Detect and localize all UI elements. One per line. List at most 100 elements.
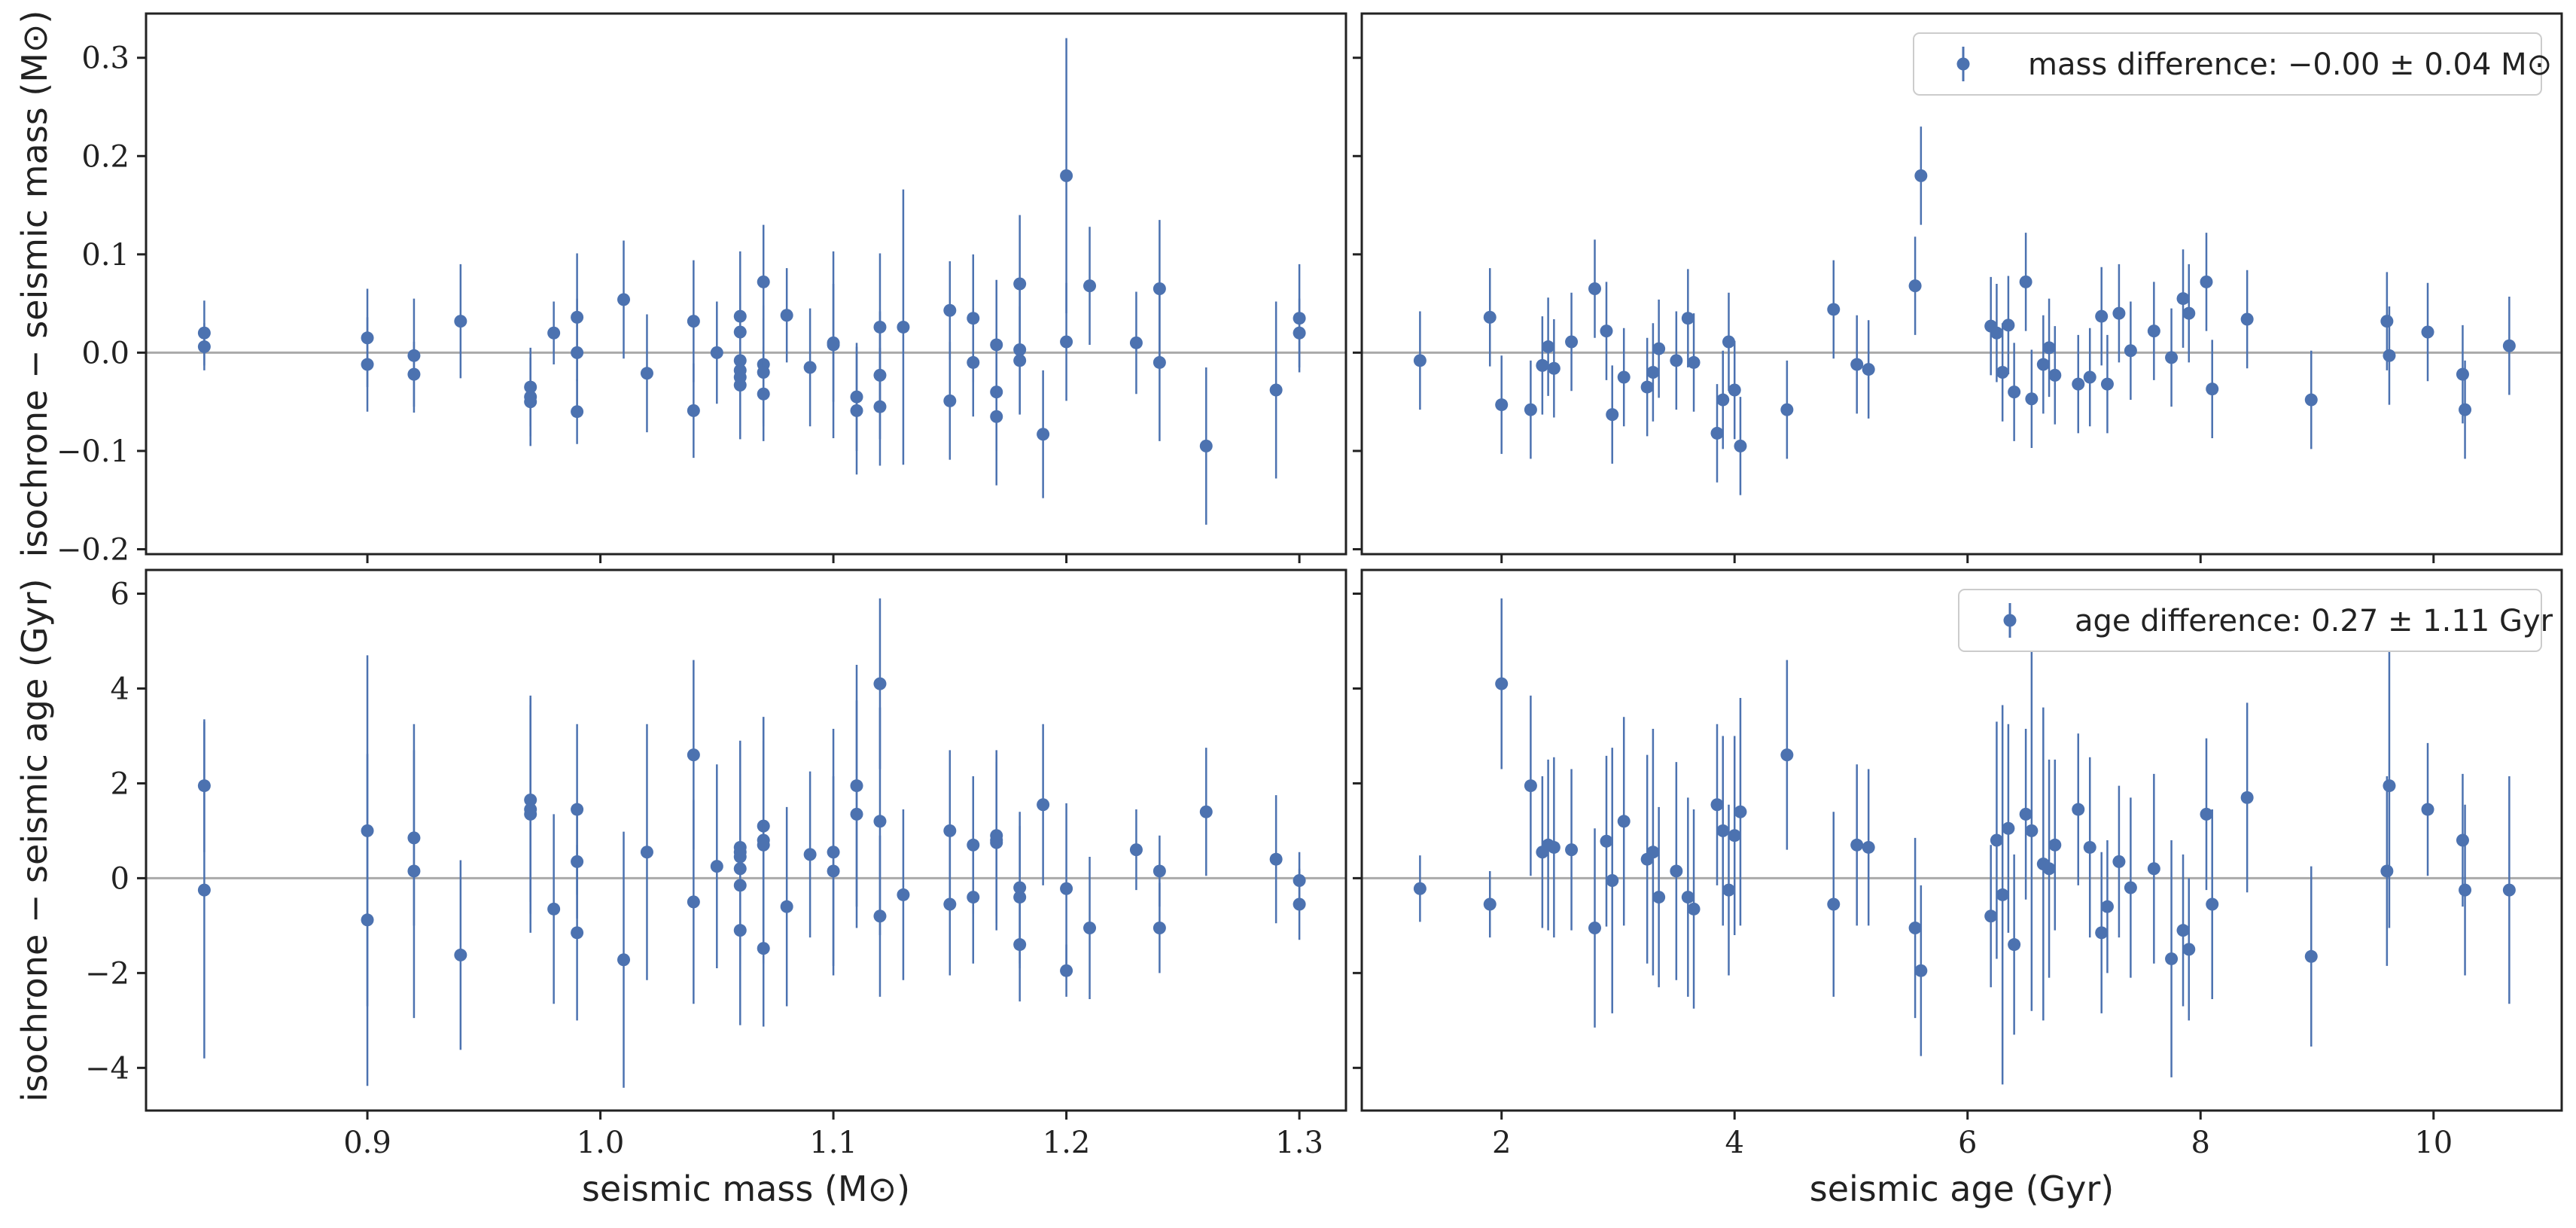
data-point (1681, 891, 1694, 904)
x-tick-label: 1.1 (809, 1126, 857, 1160)
data-point (850, 404, 863, 417)
y-tick-label: 0.0 (81, 336, 129, 370)
data-point (1850, 838, 1864, 852)
data-point (2124, 881, 2137, 894)
data-point (1495, 398, 1509, 412)
data-point (2095, 309, 2109, 323)
legend-bottom-label: age difference: 0.27 ± 1.11 Gyr (2075, 604, 2553, 638)
data-point (897, 888, 910, 901)
data-point (780, 900, 793, 913)
data-point (1129, 336, 1143, 349)
data-point (2042, 341, 2056, 355)
data-point (2459, 883, 2472, 897)
data-point (1013, 938, 1027, 952)
data-point (617, 293, 631, 306)
data-point (524, 395, 537, 409)
x-tick-label: 0.9 (343, 1126, 391, 1160)
data-point (1413, 882, 1427, 895)
data-point (757, 387, 770, 401)
data-point (2083, 370, 2096, 384)
data-point (2502, 339, 2516, 352)
data-point (2112, 855, 2126, 868)
data-point (1060, 335, 1073, 349)
data-point (2456, 367, 2469, 381)
data-point (2502, 883, 2516, 897)
data-point (1600, 325, 1613, 338)
data-point (1687, 902, 1701, 916)
data-point (1606, 874, 1619, 888)
legend-top-label: mass difference: −0.00 ± 0.04 M⊙ (2028, 47, 2552, 82)
data-point (1060, 169, 1073, 182)
x-tick-label: 10 (2414, 1126, 2453, 1160)
data-point (1990, 326, 2003, 340)
data-point (1984, 910, 1998, 923)
data-point (1547, 361, 1561, 375)
data-point (757, 275, 770, 288)
data-point (1996, 365, 2009, 379)
data-point (2206, 382, 2219, 396)
data-point (1565, 843, 1579, 857)
legend-top: mass difference: −0.00 ± 0.04 M⊙ (1913, 32, 2552, 96)
data-point (757, 833, 770, 847)
data-point (687, 404, 700, 417)
data-point (1640, 380, 1654, 394)
data-point (2304, 393, 2318, 407)
data-point (2182, 306, 2196, 320)
data-point (1495, 677, 1509, 690)
data-point (1153, 864, 1166, 878)
legend-top-marker (1956, 57, 1970, 71)
data-point (733, 850, 747, 864)
x-tick-label: 1.3 (1275, 1126, 1323, 1160)
data-point (1687, 355, 1701, 369)
data-point (2421, 325, 2434, 339)
data-point (943, 303, 957, 317)
data-point (1716, 393, 1730, 407)
data-point (687, 895, 700, 909)
data-point (687, 748, 700, 762)
data-point (2019, 275, 2032, 288)
data-point (1728, 829, 1741, 843)
data-point (1060, 882, 1073, 895)
data-point (1037, 798, 1050, 812)
data-point (710, 860, 723, 873)
data-point (1646, 365, 1660, 379)
data-point (1293, 874, 1306, 888)
data-point (2002, 821, 2015, 835)
data-point (2025, 824, 2039, 837)
panel-top-right-frame (1360, 12, 2563, 556)
y-tick-label: 0.2 (81, 139, 129, 174)
x-tick-label: 4 (1725, 1126, 1743, 1160)
data-point (2095, 926, 2109, 940)
data-point (617, 953, 631, 967)
data-point (943, 394, 957, 407)
data-point (687, 315, 700, 328)
data-point (571, 346, 584, 359)
data-point (1153, 922, 1166, 935)
data-point (1153, 355, 1166, 369)
data-point (1996, 888, 2009, 901)
data-point (2304, 949, 2318, 963)
data-point (1199, 805, 1213, 818)
data-point (1617, 815, 1631, 828)
data-point (733, 378, 747, 392)
data-point (1670, 354, 1683, 367)
data-point (990, 833, 1003, 847)
data-point (2072, 803, 2085, 816)
data-point (1862, 840, 1875, 854)
data-point (1710, 798, 1724, 812)
panel-bottom-right: 2 4 6 8 10 (1353, 592, 2562, 1160)
data-point (2383, 779, 2396, 793)
data-point (850, 807, 863, 821)
data-point (897, 320, 910, 334)
data-point (873, 400, 887, 413)
data-point (1652, 342, 1666, 355)
data-point (803, 848, 817, 861)
data-point (571, 405, 584, 419)
data-point (1780, 403, 1794, 416)
data-point (1606, 408, 1619, 422)
data-point (2200, 275, 2213, 288)
data-point (2380, 315, 2394, 328)
data-point (1269, 383, 1283, 397)
y-axis-label-top: isochrone − seismic mass (M⊙) (14, 11, 55, 558)
data-point (1914, 169, 1928, 182)
